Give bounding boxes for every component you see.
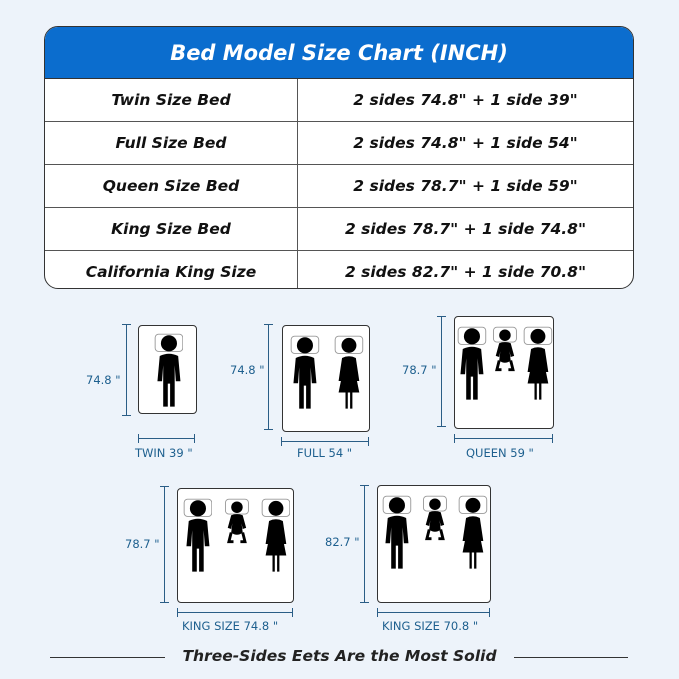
man-figure-icon xyxy=(457,326,486,400)
length-dimension-line xyxy=(122,324,131,416)
table-row: Queen Size Bed 2 sides 78.7" + 1 side 59" xyxy=(45,165,633,208)
length-label: 78.7 " xyxy=(402,363,437,377)
width-dimension-line xyxy=(138,434,195,443)
table-row: Full Size Bed 2 sides 74.8" + 1 side 54" xyxy=(45,122,633,165)
bed-model: Queen Size Bed xyxy=(45,165,298,207)
bed-model: Full Size Bed xyxy=(45,122,298,164)
width-label: KING SIZE 74.8 " xyxy=(182,619,279,633)
table-row: Twin Size Bed 2 sides 74.8" + 1 side 39" xyxy=(45,79,633,122)
bed-size: 2 sides 74.8" + 1 side 54" xyxy=(353,134,578,152)
table-row: California King Size 2 sides 82.7" + 1 si… xyxy=(45,251,633,288)
baby-figure-icon xyxy=(493,326,517,372)
footer-slogan: Three-Sides Eets Are the Most Solid xyxy=(182,647,497,665)
woman-figure-icon xyxy=(458,496,488,570)
width-label: TWIN 39 " xyxy=(135,446,193,460)
baby-figure-icon xyxy=(224,498,249,544)
width-label: KING SIZE 70.8 " xyxy=(382,619,479,633)
width-label: FULL 54 " xyxy=(297,446,353,460)
bed-model: King Size Bed xyxy=(45,208,298,250)
length-label: 82.7 " xyxy=(325,535,360,549)
woman-figure-icon xyxy=(261,498,290,572)
bed-queen xyxy=(454,316,554,429)
woman-figure-icon xyxy=(524,326,553,400)
man-figure-icon xyxy=(154,333,183,407)
length-dimension-line xyxy=(437,316,446,427)
divider-left xyxy=(50,657,165,658)
baby-figure-icon xyxy=(423,496,447,541)
length-dimension-line xyxy=(360,485,369,603)
size-table: Bed Model Size Chart (INCH) Twin Size Be… xyxy=(44,26,634,289)
width-dimension-line xyxy=(454,434,553,443)
table-row: King Size Bed 2 sides 78.7" + 1 side 74.8… xyxy=(45,208,633,251)
bed-size: 2 sides 78.7" + 1 side 59" xyxy=(353,177,578,195)
bed-king xyxy=(177,488,294,603)
width-label: QUEEN 59 " xyxy=(466,446,534,460)
bed-model: Twin Size Bed xyxy=(45,79,298,121)
bed-full xyxy=(282,325,370,432)
width-dimension-line xyxy=(177,608,293,617)
bed-california-king xyxy=(377,485,491,603)
length-label: 74.8 " xyxy=(230,363,265,377)
length-dimension-line xyxy=(264,324,273,430)
length-label: 74.8 " xyxy=(86,373,121,387)
man-figure-icon xyxy=(382,496,412,570)
man-figure-icon xyxy=(183,498,212,572)
width-dimension-line xyxy=(281,437,369,446)
bed-twin xyxy=(138,325,197,414)
bed-size: 2 sides 82.7" + 1 side 70.8" xyxy=(344,263,587,281)
bed-model: California King Size xyxy=(45,251,298,288)
table-title: Bed Model Size Chart (INCH) xyxy=(45,27,633,79)
width-dimension-line xyxy=(377,608,490,617)
bed-size: 2 sides 74.8" + 1 side 39" xyxy=(353,91,578,109)
man-figure-icon xyxy=(290,335,320,409)
length-dimension-line xyxy=(160,486,169,603)
woman-figure-icon xyxy=(334,335,364,409)
bed-size: 2 sides 78.7" + 1 side 74.8" xyxy=(344,220,587,238)
divider-right xyxy=(514,657,628,658)
length-label: 78.7 " xyxy=(125,537,160,551)
